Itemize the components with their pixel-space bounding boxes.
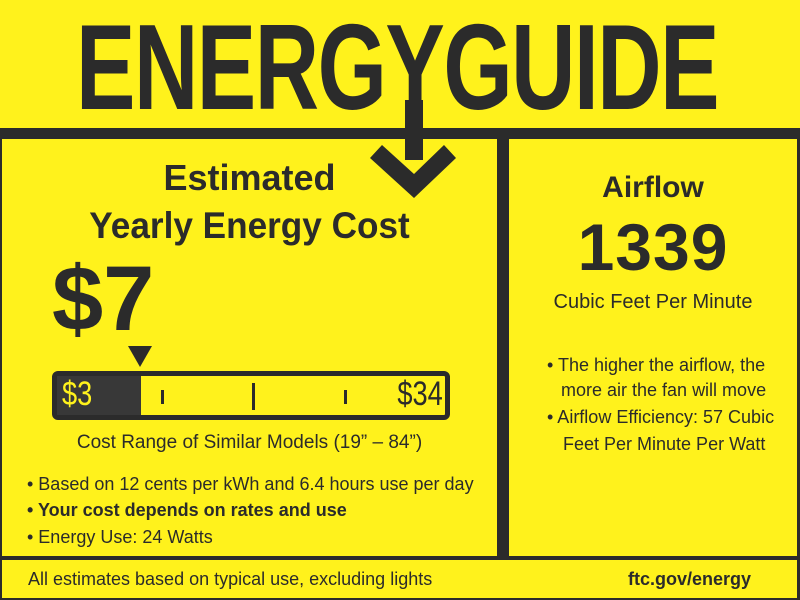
- airflow-heading: Airflow: [602, 171, 704, 204]
- range-tick: [161, 390, 164, 404]
- airflow-value: 1339: [577, 210, 729, 284]
- energyguide-logo: ENERGYGUIDE: [76, 0, 720, 135]
- airflow-bullet: • The higher the airflow, the: [547, 355, 766, 375]
- cost-heading-line1: Estimated: [163, 157, 336, 198]
- range-max-label: $34: [397, 375, 443, 413]
- cost-heading-line2: Yearly Energy Cost: [89, 205, 410, 246]
- title-panel: ENERGYGUIDE: [0, 0, 800, 132]
- footer-note: All estimates based on typical use, excl…: [28, 569, 433, 589]
- ftc-link[interactable]: ftc.gov/energy: [627, 569, 751, 589]
- cost-range-fill: [57, 376, 141, 415]
- yearly-cost-value: $7: [52, 248, 155, 350]
- airflow-bullet-cont: Feet Per Minute Per Watt: [563, 434, 766, 454]
- airflow-panel: Airflow 1339 Cubic Feet Per Minute • The…: [509, 139, 797, 556]
- cost-marker-icon: [128, 346, 152, 367]
- cost-bullet: • Energy Use: 24 Watts: [27, 527, 213, 547]
- airflow-bullet: • Airflow Efficiency: 57 Cubic: [547, 407, 775, 427]
- cost-panel: Estimated Yearly Energy Cost $7 $3 $34 C…: [2, 139, 497, 556]
- cost-bullet: • Based on 12 cents per kWh and 6.4 hour…: [27, 474, 474, 494]
- range-caption: Cost Range of Similar Models (19” – 84”): [76, 432, 423, 453]
- range-tick: [344, 390, 347, 404]
- cost-bullet: • Your cost depends on rates and use: [27, 500, 347, 520]
- airflow-unit: Cubic Feet Per Minute: [553, 291, 753, 313]
- cost-range-bar: $3 $34: [52, 371, 450, 420]
- airflow-bullet-cont: more air the fan will move: [561, 380, 767, 400]
- arrow-down-icon: [370, 100, 456, 198]
- range-min-label: $3: [62, 375, 93, 413]
- footer: All estimates based on typical use, excl…: [2, 560, 797, 598]
- range-tick: [252, 383, 255, 410]
